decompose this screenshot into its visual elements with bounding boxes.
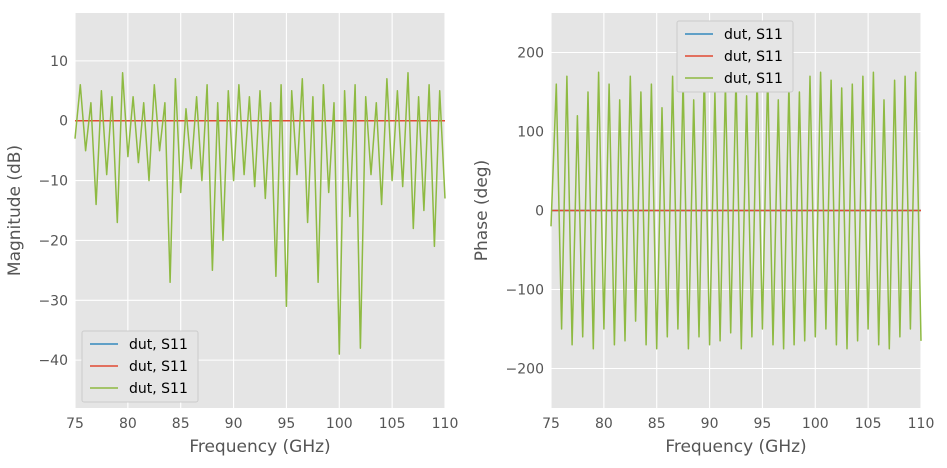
legend-label: dut, S11: [724, 49, 783, 65]
x-tick-label: 85: [648, 416, 666, 432]
y-tick-label: −200: [506, 362, 544, 378]
x-tick-label: 110: [432, 416, 459, 432]
y-tick-label: −100: [506, 283, 544, 299]
x-tick-label: 95: [754, 416, 772, 432]
y-tick-label: −20: [38, 233, 68, 249]
legend-label: dut, S11: [129, 381, 188, 397]
x-tick-label: 95: [278, 416, 296, 432]
legend-box: [676, 20, 794, 93]
y-tick-label: 100: [517, 125, 544, 141]
x-tick-label: 85: [172, 416, 190, 432]
y-tick-label: −40: [38, 353, 68, 369]
y-axis-label: Magnitude (dB): [5, 145, 25, 276]
x-tick-label: 80: [119, 416, 137, 432]
x-tick-label: 75: [66, 416, 84, 432]
y-tick-label: 10: [50, 54, 68, 70]
y-tick-label: 0: [535, 204, 544, 220]
x-tick-label: 75: [542, 416, 560, 432]
x-tick-label: 110: [908, 416, 935, 432]
series-line-3: [74, 72, 446, 355]
y-axis-label: Phase (deg): [472, 160, 492, 261]
legend: dut, S11 dut, S11 dut, S11: [81, 330, 199, 403]
legend-label: dut, S11: [129, 337, 188, 353]
x-axis-label: Frequency (GHz): [189, 437, 330, 457]
x-tick-label: 80: [595, 416, 613, 432]
legend-box: [81, 330, 199, 403]
legend: dut, S11 dut, S11 dut, S11: [676, 20, 794, 93]
chart-panel-1: 75 80 85 90 95 100 105 110100−10−20−30−40Freque…: [5, 13, 458, 457]
legend-label: dut, S11: [724, 71, 783, 87]
x-tick-label: 105: [379, 416, 406, 432]
y-tick-label: 200: [517, 46, 544, 62]
y-tick-label: −30: [38, 293, 68, 309]
x-tick-label: 100: [802, 416, 829, 432]
x-tick-label: 90: [225, 416, 243, 432]
x-axis-label: Frequency (GHz): [665, 437, 806, 457]
legend-label: dut, S11: [724, 27, 783, 43]
x-tick-label: 90: [701, 416, 719, 432]
x-tick-label: 105: [855, 416, 882, 432]
y-tick-label: −10: [38, 174, 68, 190]
y-tick-label: 0: [59, 114, 68, 130]
chart-panel-2: 75 80 85 90 95 100 105 110 200 100 0 −100 −200 Freque…: [472, 13, 934, 457]
legend-label: dut, S11: [129, 359, 188, 375]
x-tick-label: 100: [326, 416, 353, 432]
